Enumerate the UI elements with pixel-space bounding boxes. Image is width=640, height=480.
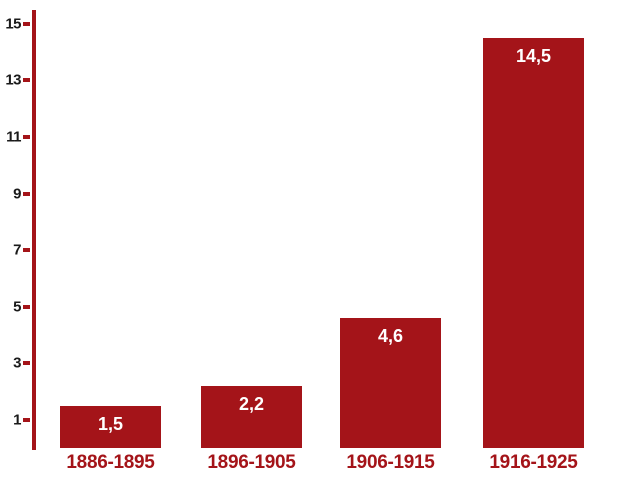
y-tick-label: 1: [13, 411, 21, 429]
y-tick-label: 11: [6, 128, 21, 146]
x-category-label: 1886-1895: [66, 452, 155, 473]
bar: 1,5: [60, 405, 161, 448]
x-category-label: 1906-1915: [346, 452, 435, 473]
y-tick-mark: [23, 417, 30, 422]
y-tick-mark: [23, 191, 30, 196]
y-tick-mark: [23, 78, 30, 83]
bar: 4,6: [340, 317, 441, 448]
y-tick-mark: [23, 361, 30, 366]
y-tick-mark: [23, 304, 30, 309]
y-tick-label: 15: [5, 15, 21, 33]
y-tick-label: 13: [5, 71, 21, 89]
x-category-label: 1916-1925: [489, 452, 578, 473]
bar: 2,2: [201, 385, 302, 448]
y-axis-line: [32, 10, 36, 450]
y-tick-label: 9: [13, 185, 21, 203]
bar: 14,5: [483, 38, 584, 448]
bar-value-label: 2,2: [238, 393, 265, 414]
bar-value-label: 14,5: [515, 46, 552, 67]
y-tick-label: 7: [13, 241, 21, 259]
y-tick-mark: [23, 248, 30, 253]
y-tick-mark: [23, 21, 30, 26]
bar-value-label: 4,6: [377, 325, 404, 346]
y-tick-label: 3: [13, 354, 21, 372]
y-tick-label: 5: [13, 298, 21, 316]
bar-value-label: 1,5: [97, 413, 124, 434]
x-category-label: 1896-1905: [207, 452, 296, 473]
y-tick-mark: [23, 135, 30, 140]
